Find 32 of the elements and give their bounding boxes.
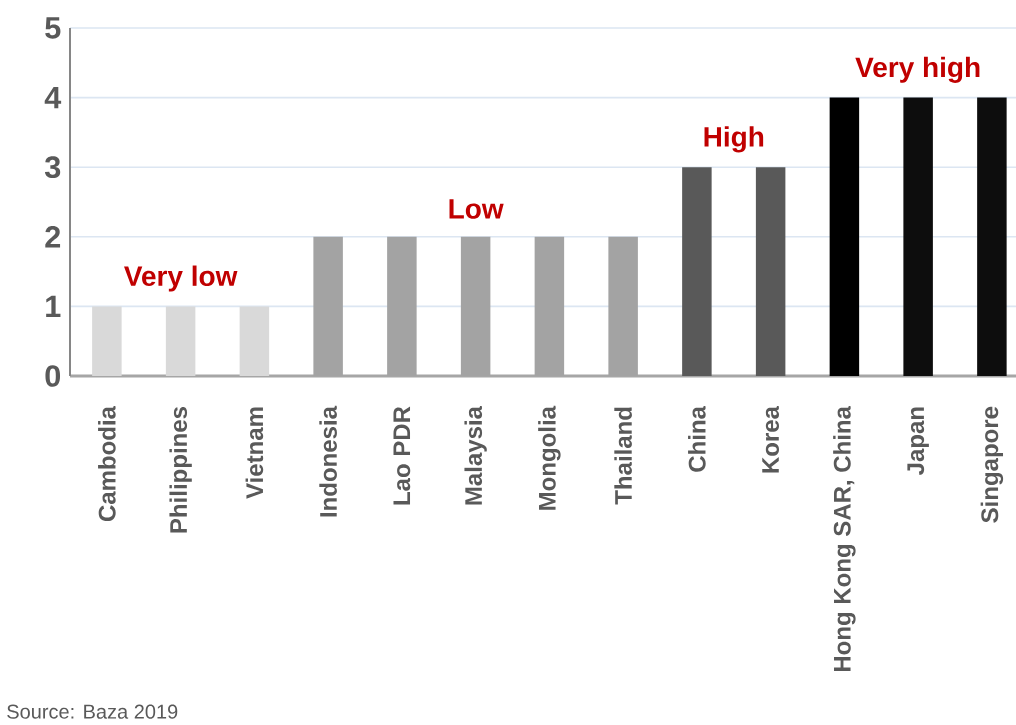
x-tick-label: Indonesia — [319, 405, 337, 517]
x-tick-label: Hong Kong SAR, China — [833, 405, 856, 672]
y-tick-label: 2 — [45, 226, 61, 248]
x-tick-label: Philippines — [169, 407, 192, 533]
source-note: Source: Baza 2019 — [7, 704, 178, 719]
y-tick-label: 5 — [45, 17, 61, 39]
bar — [682, 167, 712, 376]
x-tick-label: Lao PDR — [393, 406, 411, 505]
y-tick-label: 3 — [44, 156, 61, 179]
y-tick-label: 4 — [44, 87, 62, 109]
x-tick-label: Malaysia — [464, 405, 487, 505]
annotation: Low — [449, 199, 504, 219]
y-tick-label: 1 — [46, 295, 61, 317]
x-tick-label: Cambodia — [98, 405, 116, 522]
x-tick-label: China — [688, 405, 706, 472]
annotation: High — [704, 126, 764, 153]
annotation: Very high — [855, 56, 980, 83]
bar — [92, 306, 122, 376]
x-tick-label: Japan — [907, 407, 929, 476]
annotation: Very low — [124, 265, 238, 292]
x-tick-label: Korea — [762, 405, 779, 473]
bar — [977, 97, 1007, 376]
x-tick-label: Thailand — [614, 407, 632, 505]
bar — [829, 97, 860, 376]
x-tick-label: Singapore — [980, 406, 1004, 523]
bar — [755, 167, 786, 376]
x-tick-label: Vietnam — [245, 407, 264, 499]
bar — [165, 306, 196, 376]
bar — [903, 97, 933, 376]
bar — [239, 306, 270, 376]
y-tick-label: 0 — [45, 365, 61, 387]
x-tick-label: Mongolia — [538, 405, 561, 510]
